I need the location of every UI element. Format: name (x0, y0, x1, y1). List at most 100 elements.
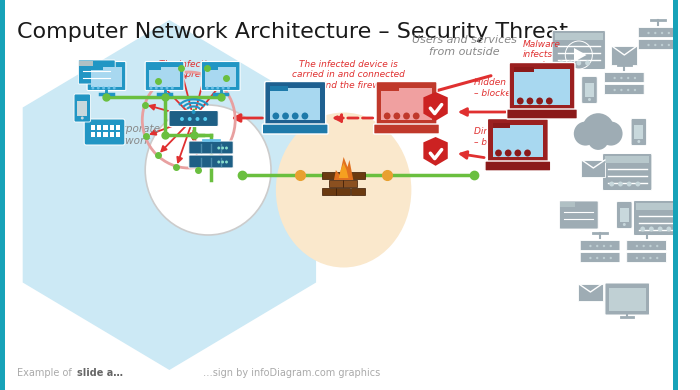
Text: Hidden malware
– blocked: Hidden malware – blocked (475, 78, 548, 98)
Circle shape (634, 77, 636, 79)
Circle shape (634, 89, 636, 91)
Polygon shape (424, 92, 448, 121)
Bar (0, 0, 5, 390)
FancyBboxPatch shape (351, 188, 365, 195)
FancyBboxPatch shape (343, 180, 358, 187)
Circle shape (648, 44, 650, 46)
Circle shape (546, 98, 553, 105)
Polygon shape (339, 163, 349, 178)
Circle shape (620, 77, 622, 79)
FancyBboxPatch shape (605, 73, 644, 83)
FancyBboxPatch shape (638, 39, 678, 50)
Circle shape (495, 149, 502, 156)
Circle shape (384, 112, 391, 119)
FancyBboxPatch shape (189, 141, 233, 154)
Polygon shape (574, 48, 587, 62)
Circle shape (505, 149, 512, 156)
FancyBboxPatch shape (205, 66, 218, 69)
FancyBboxPatch shape (559, 201, 598, 229)
Circle shape (623, 223, 626, 226)
FancyBboxPatch shape (626, 252, 666, 262)
Text: …sign by infoDiagram.com graphics: …sign by infoDiagram.com graphics (203, 368, 381, 378)
Circle shape (514, 149, 522, 156)
Circle shape (107, 87, 111, 89)
FancyBboxPatch shape (205, 67, 236, 87)
FancyBboxPatch shape (329, 180, 343, 187)
Circle shape (643, 245, 645, 247)
FancyBboxPatch shape (97, 125, 102, 130)
Circle shape (192, 110, 195, 114)
Text: Corporate
network: Corporate network (108, 124, 160, 146)
Circle shape (559, 60, 564, 66)
Circle shape (225, 161, 228, 163)
FancyBboxPatch shape (78, 101, 87, 115)
Text: The infection
starts spreading: The infection starts spreading (152, 60, 225, 80)
Circle shape (536, 98, 543, 105)
Circle shape (211, 87, 214, 89)
Circle shape (618, 181, 623, 186)
FancyBboxPatch shape (87, 62, 126, 90)
FancyBboxPatch shape (382, 88, 432, 120)
Circle shape (588, 128, 608, 150)
Circle shape (302, 112, 308, 119)
Circle shape (626, 181, 631, 186)
Circle shape (272, 112, 279, 119)
Circle shape (654, 44, 657, 46)
Circle shape (413, 112, 419, 119)
Circle shape (180, 117, 184, 121)
Circle shape (627, 77, 629, 79)
Circle shape (640, 227, 645, 232)
FancyBboxPatch shape (514, 69, 570, 105)
Circle shape (661, 32, 663, 34)
FancyBboxPatch shape (493, 123, 510, 128)
Circle shape (155, 87, 158, 89)
Circle shape (102, 87, 105, 89)
Circle shape (649, 227, 654, 232)
FancyBboxPatch shape (91, 67, 122, 87)
Circle shape (613, 77, 616, 79)
Circle shape (206, 87, 209, 89)
FancyBboxPatch shape (552, 30, 606, 69)
Circle shape (225, 147, 228, 149)
FancyBboxPatch shape (262, 124, 328, 134)
Circle shape (566, 41, 592, 69)
Circle shape (282, 112, 289, 119)
Circle shape (222, 87, 225, 89)
Circle shape (403, 112, 410, 119)
Circle shape (92, 87, 94, 89)
Circle shape (145, 105, 271, 235)
Circle shape (195, 117, 199, 121)
Circle shape (636, 245, 638, 247)
FancyBboxPatch shape (351, 172, 365, 179)
Circle shape (610, 245, 612, 247)
Circle shape (97, 87, 99, 89)
FancyBboxPatch shape (561, 202, 575, 207)
Polygon shape (22, 20, 316, 370)
FancyBboxPatch shape (585, 83, 594, 97)
Circle shape (636, 257, 638, 259)
Circle shape (656, 257, 659, 259)
Circle shape (603, 257, 605, 259)
Polygon shape (334, 157, 354, 180)
Circle shape (596, 257, 598, 259)
Circle shape (568, 60, 573, 66)
Polygon shape (424, 137, 448, 166)
Circle shape (650, 257, 652, 259)
Circle shape (643, 257, 645, 259)
FancyBboxPatch shape (580, 241, 620, 250)
Circle shape (666, 227, 671, 232)
Circle shape (596, 245, 598, 247)
Circle shape (654, 32, 657, 34)
Circle shape (526, 98, 533, 105)
Text: slide a…: slide a… (78, 368, 123, 378)
Circle shape (217, 147, 220, 149)
Circle shape (650, 245, 652, 247)
Circle shape (658, 227, 662, 232)
Circle shape (599, 122, 622, 145)
Circle shape (627, 89, 629, 91)
FancyBboxPatch shape (91, 125, 95, 130)
Circle shape (574, 122, 597, 145)
FancyBboxPatch shape (270, 88, 321, 120)
FancyBboxPatch shape (110, 132, 114, 137)
FancyBboxPatch shape (79, 61, 93, 66)
